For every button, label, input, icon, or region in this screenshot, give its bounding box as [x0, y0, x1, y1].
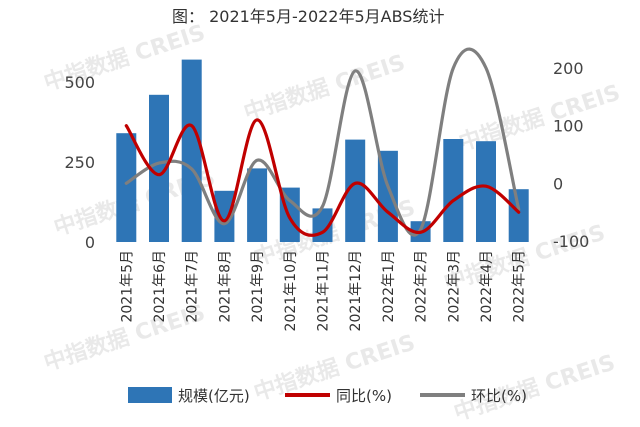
bar-2 — [181, 59, 202, 242]
bar-12 — [508, 189, 529, 242]
x-tick-label: 2021年9月 — [250, 250, 266, 323]
x-tick-label: 2021年8月 — [217, 250, 233, 323]
bar-4 — [247, 168, 268, 242]
x-tick-label: 2022年5月 — [512, 250, 528, 323]
x-axis-labels: 2021年5月 2021年6月 2021年7月 2021年8月 2021年9月 2021年… — [119, 250, 527, 331]
bar-7 — [345, 139, 366, 242]
x-tick-label: 2021年12月 — [348, 250, 364, 331]
x-tick-label: 2021年7月 — [185, 250, 201, 323]
chart-legend: 规模(亿元) 同比(%) 环比(%) — [128, 387, 527, 405]
line-mom — [124, 47, 521, 237]
left-tick-label: 250 — [64, 153, 95, 172]
right-axis-ticks: -100 0 100 200 — [553, 59, 589, 251]
line-series — [124, 47, 521, 237]
left-axis-ticks: 0 250 500 — [64, 73, 95, 252]
bar-3 — [214, 190, 235, 242]
legend-swatch-scale — [128, 387, 172, 403]
right-tick-label: -100 — [553, 232, 589, 251]
line-yoy — [124, 118, 521, 237]
x-tick-label: 2021年11月 — [316, 250, 332, 331]
right-tick-label: 200 — [553, 59, 584, 78]
x-tick-label: 2022年1月 — [381, 250, 397, 323]
x-tick-label: 2021年6月 — [152, 250, 168, 323]
left-tick-label: 0 — [85, 233, 95, 252]
right-tick-label: 0 — [553, 174, 563, 193]
legend-label-scale: 规模(亿元) — [178, 387, 250, 405]
right-tick-label: 100 — [553, 117, 584, 136]
legend-label-mom: 环比(%) — [471, 387, 527, 405]
bar-11 — [476, 141, 496, 242]
chart-title: 图： 2021年5月-2022年5月ABS统计 — [172, 7, 444, 26]
bar-1 — [149, 94, 169, 242]
x-tick-label: 2022年3月 — [446, 250, 462, 323]
x-tick-label: 2021年5月 — [119, 250, 135, 323]
bar-10 — [443, 139, 464, 242]
bar-0 — [116, 133, 137, 242]
left-tick-label: 500 — [64, 73, 95, 92]
x-tick-label: 2022年4月 — [479, 250, 495, 323]
legend-label-yoy: 同比(%) — [336, 387, 392, 405]
x-tick-label: 2022年2月 — [414, 250, 430, 323]
bar-series — [116, 59, 529, 242]
x-tick-label: 2021年10月 — [283, 250, 299, 331]
